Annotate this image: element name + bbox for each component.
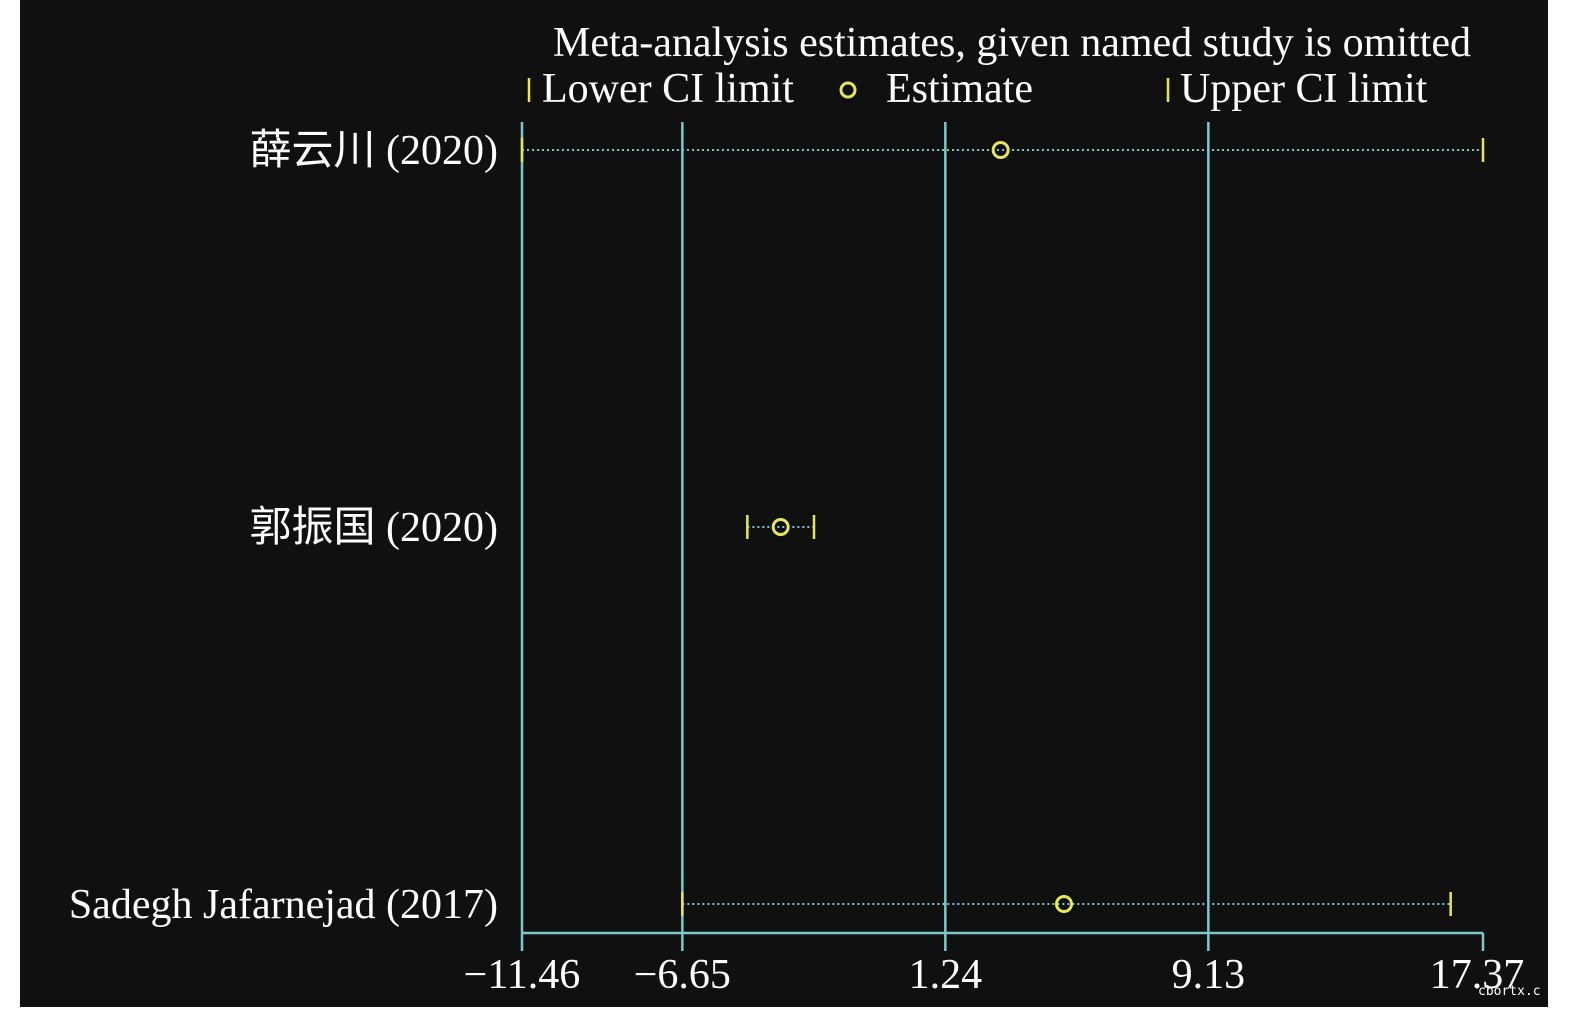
- x-tick-label-4: 17.37: [1430, 952, 1525, 998]
- x-tick-label-2: 1.24: [909, 952, 983, 998]
- x-axis-tick-labels: −11.46 −6.65 1.24 9.13 17.37: [464, 952, 1525, 998]
- study-label: Sadegh Jafarnejad (2017): [69, 882, 498, 928]
- legend-estimate-symbol: [839, 81, 857, 99]
- chart-title: Meta-analysis estimates, given named stu…: [553, 20, 1471, 66]
- estimate-marker: [771, 518, 790, 536]
- x-tick-label-1: −6.65: [634, 952, 731, 998]
- reference-lines: [520, 122, 1210, 933]
- estimate-marker: [991, 141, 1010, 159]
- x-tick-label-3: 9.13: [1172, 952, 1246, 998]
- x-tick-label-0: −11.46: [464, 952, 581, 998]
- legend-estimate-label: Estimate: [886, 66, 1033, 112]
- estimate-marker: [1055, 895, 1073, 913]
- chart-panel: [20, 0, 1548, 1007]
- legend: Lower CI limit Estimate Upper CI limit: [527, 66, 1428, 112]
- study-label: 薛云川 (2020): [250, 128, 498, 174]
- legend-upper-ci-label: Upper CI limit: [1180, 66, 1428, 112]
- x-axis: [520, 931, 1485, 951]
- study-rows: 薛云川 (2020) 郭振国 (2020) Sadegh Jafarnejad (2…: [69, 128, 1485, 928]
- study-row-0: 薛云川 (2020): [250, 128, 1485, 174]
- study-row-2: Sadegh Jafarnejad (2017): [69, 882, 1452, 928]
- watermark: cbortx.c: [1478, 984, 1541, 999]
- study-row-1: 郭振国 (2020): [250, 505, 816, 551]
- legend-lower-ci-label: Lower CI limit: [542, 66, 794, 112]
- study-label: 郭振国 (2020): [250, 505, 498, 551]
